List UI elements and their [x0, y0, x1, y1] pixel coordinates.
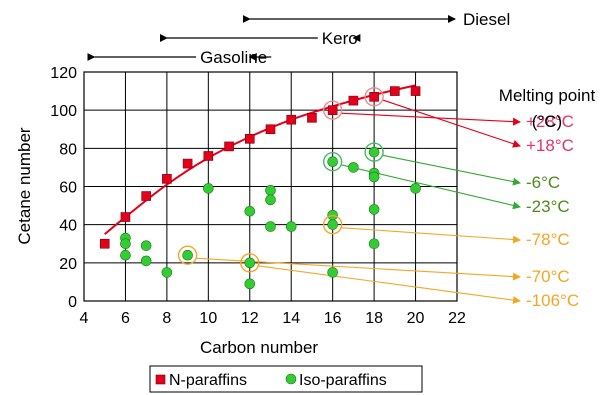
iso-paraffin-point — [327, 156, 338, 167]
iso-paraffin-point — [244, 206, 256, 217]
tick-labels: 4 6 8 10 12 14 16 18 20 22 0 20 40 60 80 100 120 — [50, 65, 466, 327]
y-tick-label: 60 — [59, 180, 77, 197]
iso-paraffin-point — [368, 146, 380, 158]
iso-paraffin-point — [244, 278, 256, 290]
legend: N-paraffins Iso-paraffins — [149, 365, 423, 393]
melting-point-leaders — [195, 99, 521, 305]
iso-paraffin-point — [327, 219, 338, 230]
n-paraffin-point — [265, 124, 276, 135]
iso-paraffin-point — [161, 267, 173, 278]
iso-paraffin-point — [285, 221, 297, 232]
melting-point-leader — [340, 164, 521, 210]
x-tick-label: 10 — [199, 310, 217, 327]
iso-paraffin-point — [120, 249, 131, 261]
n-paraffin-point — [244, 133, 255, 144]
highlight-ring — [322, 214, 343, 235]
legend-n-paraffins-marker — [155, 374, 166, 385]
n-paraffin-point — [286, 114, 297, 125]
melting-point-leader — [340, 112, 521, 126]
x-tick-label: 6 — [121, 310, 130, 327]
melting-point-labels: +28°C +18°C -6°C -23°C -78°C -70°C -106°C — [526, 112, 579, 310]
n-paraffin-point — [369, 92, 379, 102]
y-tick-label: 40 — [59, 218, 77, 235]
n-paraffin-point — [307, 113, 317, 123]
highlight-ring — [364, 142, 384, 162]
fuel-range-label: Diesel — [463, 10, 510, 29]
n-paraffin-point — [410, 86, 421, 96]
y-tick-label: 120 — [50, 65, 77, 82]
highlight-ring — [322, 100, 343, 120]
y-tick-label: 80 — [59, 141, 77, 158]
iso-paraffin-point — [182, 249, 193, 261]
y-tick-label: 100 — [50, 103, 77, 120]
melting-point-leader — [340, 227, 521, 244]
iso-paraffin-point — [368, 171, 380, 183]
highlight-ring — [364, 87, 384, 107]
data-points — [99, 86, 421, 290]
melting-point-unit: (°C) — [532, 112, 562, 131]
iso-paraffin-point — [203, 183, 214, 194]
x-tick-label: 12 — [241, 310, 259, 327]
iso-paraffin-point — [348, 162, 359, 173]
highlight-rings — [177, 87, 384, 273]
iso-paraffin-point — [327, 267, 338, 278]
fuel-range-arrows: Gasoline Kero Diesel — [87, 10, 510, 67]
iso-paraffin-point — [368, 204, 380, 215]
legend-iso-paraffins-marker — [285, 373, 297, 385]
melting-point-leader — [195, 257, 521, 281]
n-paraffin-point — [390, 86, 400, 96]
fuel-range-label: Kero — [322, 29, 358, 48]
iso-paraffin-point — [265, 194, 276, 206]
x-tick-label: 18 — [365, 310, 383, 327]
x-tick-label: 22 — [448, 310, 466, 327]
legend-n-paraffins-label: N-paraffins — [169, 372, 247, 389]
melting-point-label: -6°C — [526, 173, 560, 192]
n-paraffin-point — [327, 105, 338, 115]
melting-point-label: -70°C — [526, 267, 570, 286]
n-paraffin-point — [99, 238, 110, 249]
fuel-range-label: Gasoline — [200, 48, 267, 67]
n-paraffin-point — [224, 141, 234, 152]
n-paraffin-point — [348, 95, 359, 106]
iso-paraffin-point — [120, 238, 131, 250]
iso-paraffin-point — [140, 255, 152, 267]
x-axis-label: Carbon number — [200, 338, 318, 357]
x-tick-label: 8 — [162, 310, 171, 327]
highlight-ring — [240, 253, 260, 273]
melting-point-leader — [381, 99, 521, 148]
y-axis-label: Cetane number — [15, 127, 34, 245]
iso-paraffin-point — [410, 183, 421, 194]
y-tick-label: 20 — [59, 256, 77, 273]
n-paraffin-point — [162, 174, 172, 184]
highlight-ring — [322, 151, 343, 172]
iso-paraffin-point — [368, 238, 380, 250]
iso-paraffin-point — [265, 185, 276, 196]
melting-point-label: +28°C — [526, 112, 574, 131]
iso-paraffin-point — [244, 257, 256, 269]
iso-paraffin-point — [140, 240, 152, 251]
plot-frame — [83, 71, 458, 302]
n-paraffin-point — [141, 191, 151, 201]
melting-point-leader — [382, 154, 521, 186]
melting-point-label: -78°C — [526, 230, 570, 249]
melting-point-label: -106°C — [526, 291, 579, 310]
x-tick-label: 14 — [282, 310, 300, 327]
legend-iso-paraffins-label: Iso-paraffins — [299, 372, 387, 389]
x-tick-label: 20 — [407, 310, 425, 327]
n-paraffin-point — [120, 212, 131, 222]
n-paraffin-point — [203, 151, 214, 161]
melting-point-title: Melting point — [499, 86, 596, 105]
melting-point-label: +18°C — [526, 136, 574, 155]
melting-point-label: -23°C — [526, 197, 570, 216]
iso-paraffin-point — [265, 221, 276, 232]
n-paraffin-point — [182, 158, 193, 169]
melting-point-leader — [257, 265, 521, 305]
y-tick-label: 0 — [68, 294, 77, 311]
highlight-ring — [177, 245, 198, 265]
x-tick-label: 16 — [324, 310, 342, 327]
x-tick-label: 4 — [80, 310, 89, 327]
